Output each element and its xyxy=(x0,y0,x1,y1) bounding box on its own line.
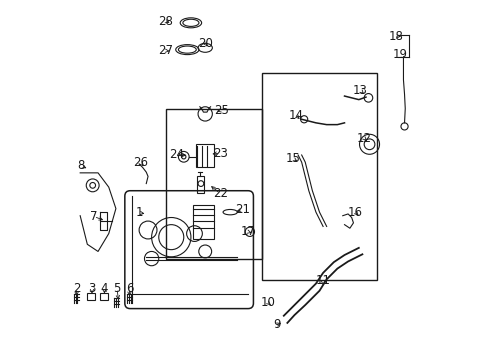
Text: 8: 8 xyxy=(77,159,84,172)
Text: 13: 13 xyxy=(352,84,367,97)
Text: 27: 27 xyxy=(157,44,172,57)
Text: 26: 26 xyxy=(133,156,148,169)
Text: 4: 4 xyxy=(101,282,108,295)
Text: 21: 21 xyxy=(235,203,250,216)
Text: 22: 22 xyxy=(212,187,227,200)
Text: 1: 1 xyxy=(135,206,142,219)
Bar xyxy=(192,205,214,239)
Bar xyxy=(197,176,204,193)
Text: 28: 28 xyxy=(158,14,172,27)
Bar xyxy=(100,293,107,300)
Bar xyxy=(262,73,376,280)
Text: 20: 20 xyxy=(197,37,212,50)
Text: 25: 25 xyxy=(213,104,228,117)
Text: 15: 15 xyxy=(285,152,300,165)
Text: 24: 24 xyxy=(169,148,184,161)
Text: 5: 5 xyxy=(113,282,121,295)
Text: 14: 14 xyxy=(288,109,303,122)
Text: 12: 12 xyxy=(356,132,371,145)
Bar xyxy=(87,293,95,300)
Text: 11: 11 xyxy=(315,274,330,287)
Text: 23: 23 xyxy=(212,147,227,160)
Text: 18: 18 xyxy=(388,30,403,43)
Text: 19: 19 xyxy=(391,48,407,61)
Text: 7: 7 xyxy=(90,210,97,223)
Text: 6: 6 xyxy=(125,282,133,295)
Text: 3: 3 xyxy=(88,282,96,295)
Bar xyxy=(165,109,262,258)
Bar xyxy=(196,144,214,167)
Text: 17: 17 xyxy=(240,225,255,238)
Text: 2: 2 xyxy=(73,282,80,295)
Text: 9: 9 xyxy=(272,318,280,331)
Text: 16: 16 xyxy=(347,206,362,219)
Text: 10: 10 xyxy=(260,296,275,309)
